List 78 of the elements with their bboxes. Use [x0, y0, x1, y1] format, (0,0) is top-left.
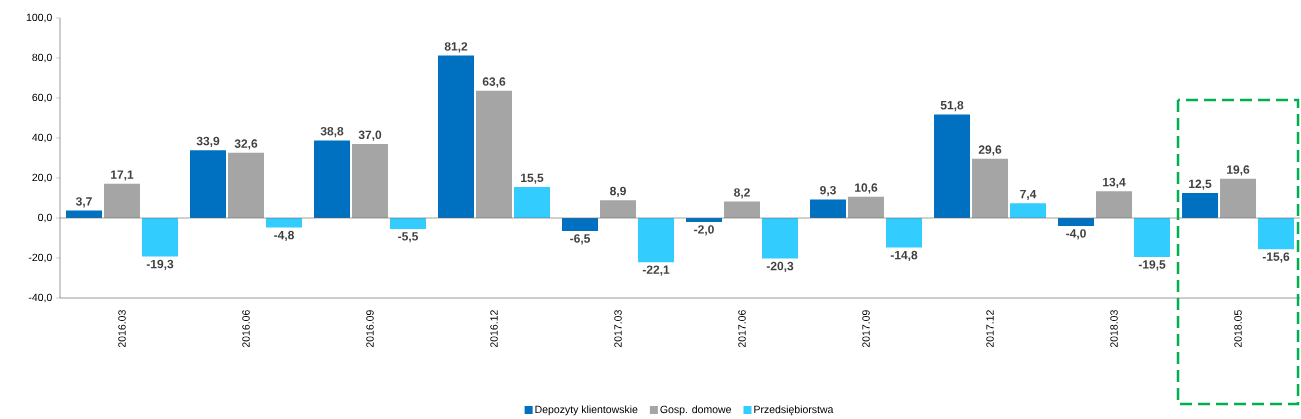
bar — [266, 218, 302, 228]
y-tick-label: 20,0 — [32, 173, 52, 183]
bar — [724, 201, 761, 218]
data-label: -5,5 — [398, 232, 419, 243]
legend-label: Gosp. domowe — [660, 405, 731, 416]
bar — [972, 158, 1009, 218]
bar — [352, 144, 389, 218]
bar — [390, 218, 427, 229]
bar — [638, 218, 675, 263]
data-label: 32,6 — [234, 139, 258, 150]
data-label: 3,7 — [75, 197, 92, 208]
bar — [848, 196, 885, 218]
bar — [514, 187, 551, 218]
data-label: -15,6 — [1262, 252, 1290, 263]
data-label: -20,3 — [766, 261, 794, 273]
bar — [934, 114, 971, 218]
data-label: 7,4 — [1020, 189, 1037, 200]
data-label: -14,8 — [890, 250, 918, 262]
x-tick-label: 2017.12 — [986, 310, 994, 348]
data-label: 81,2 — [444, 42, 468, 53]
data-label: -19,3 — [146, 259, 174, 271]
data-label: 8,9 — [610, 186, 626, 197]
data-label: 10,6 — [855, 183, 878, 194]
bar — [1096, 191, 1133, 218]
data-label: 38,8 — [320, 126, 344, 138]
data-label: 12,5 — [1189, 179, 1212, 190]
bar — [600, 200, 637, 218]
bar — [438, 55, 475, 218]
data-label: 13,4 — [1103, 177, 1126, 188]
bar — [104, 183, 140, 218]
y-tick-label: 80,0 — [32, 53, 52, 63]
data-label: 8,2 — [734, 188, 750, 199]
bar — [228, 152, 264, 218]
x-tick-label: 2016.09 — [366, 310, 374, 348]
y-tick-label: 60,0 — [32, 93, 52, 103]
data-label: 63,6 — [482, 77, 506, 88]
data-label: 19,6 — [1227, 165, 1250, 176]
data-label: -4,0 — [1066, 229, 1086, 240]
data-label: 15,5 — [521, 173, 544, 184]
data-label: 37,0 — [358, 130, 382, 141]
data-label: 17,1 — [111, 170, 134, 181]
bar — [810, 199, 847, 218]
bar — [886, 218, 923, 248]
data-label: 51,8 — [940, 100, 964, 112]
y-tick-label: 0,0 — [38, 213, 52, 223]
legend-label: Przedsiębiorstwa — [754, 405, 834, 416]
y-tick-label: 40,0 — [32, 133, 52, 143]
data-label: 9,3 — [820, 185, 836, 197]
data-label: -22,1 — [642, 265, 670, 276]
x-tick-label: 2018.03 — [1110, 310, 1118, 348]
x-tick-label: 2016.06 — [242, 310, 250, 348]
data-label: -4,8 — [274, 230, 294, 242]
x-tick-label: 2016.03 — [118, 310, 126, 348]
bar — [1258, 218, 1295, 250]
bar — [190, 150, 226, 218]
data-label: 29,6 — [978, 145, 1002, 156]
bar — [1220, 178, 1257, 218]
x-tick-label: 2016.12 — [490, 310, 498, 348]
bar — [142, 218, 178, 257]
x-tick-label: 2017.06 — [738, 310, 746, 348]
bar — [1010, 203, 1047, 218]
data-label: -19,5 — [1138, 260, 1166, 271]
bar — [562, 218, 599, 231]
bar — [314, 140, 351, 218]
data-label: -6,5 — [570, 234, 591, 245]
x-tick-label: 2017.03 — [614, 310, 622, 348]
x-tick-label: 2017.09 — [862, 310, 870, 348]
data-label: -2,0 — [694, 225, 714, 236]
y-tick-label: 100,0 — [26, 13, 52, 23]
bar — [1134, 218, 1171, 257]
data-label: 33,9 — [196, 136, 220, 147]
legend-label: Depozyty klientowskie — [535, 405, 638, 416]
bar — [762, 218, 799, 259]
y-tick-label: -20,0 — [28, 253, 52, 263]
y-tick-label: -40,0 — [28, 293, 52, 303]
x-tick-label: 2018.05 — [1234, 310, 1242, 348]
bar — [1182, 193, 1219, 218]
bar — [476, 90, 513, 218]
